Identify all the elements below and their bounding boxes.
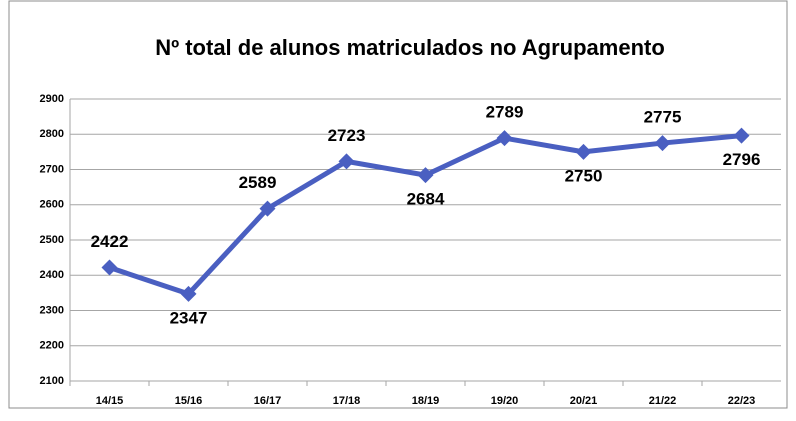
data-label: 2422: [91, 232, 129, 251]
data-label: 2684: [407, 190, 445, 209]
chart-title: Nº total de alunos matriculados no Agrup…: [155, 35, 665, 60]
marker: [575, 143, 592, 160]
data-label: 2796: [723, 150, 761, 169]
y-tick-label: 2600: [40, 199, 64, 211]
marker: [417, 167, 434, 184]
y-tick-label: 2100: [40, 375, 64, 387]
x-tick-label: 21/22: [649, 395, 677, 407]
data-label: 2723: [328, 126, 366, 145]
y-tick-label: 2400: [40, 269, 64, 281]
x-tick-label: 22/23: [728, 395, 756, 407]
data-label: 2789: [486, 103, 524, 122]
marker: [259, 200, 276, 217]
y-tick-label: 2800: [40, 128, 64, 140]
marker: [338, 153, 355, 170]
y-tick-label: 2700: [40, 163, 64, 175]
y-tick-label: 2500: [40, 234, 64, 246]
data-label: 2750: [565, 166, 603, 185]
y-tick-label: 2200: [40, 340, 64, 352]
data-label: 2589: [239, 173, 277, 192]
x-tick-label: 15/16: [175, 395, 203, 407]
x-tick-label: 18/19: [412, 395, 440, 407]
x-tick-label: 16/17: [254, 395, 282, 407]
marker: [496, 130, 513, 147]
x-tick-label: 19/20: [491, 395, 519, 407]
x-tick-label: 14/15: [96, 395, 124, 407]
marker: [180, 285, 197, 302]
data-label: 2775: [644, 108, 682, 127]
marker: [101, 259, 118, 276]
y-tick-label: 2900: [40, 93, 64, 105]
x-tick-label: 20/21: [570, 395, 598, 407]
marker: [733, 127, 750, 144]
y-tick-label: 2300: [40, 304, 64, 316]
data-label: 2347: [170, 308, 208, 327]
x-tick-label: 17/18: [333, 395, 361, 407]
marker: [654, 135, 671, 152]
